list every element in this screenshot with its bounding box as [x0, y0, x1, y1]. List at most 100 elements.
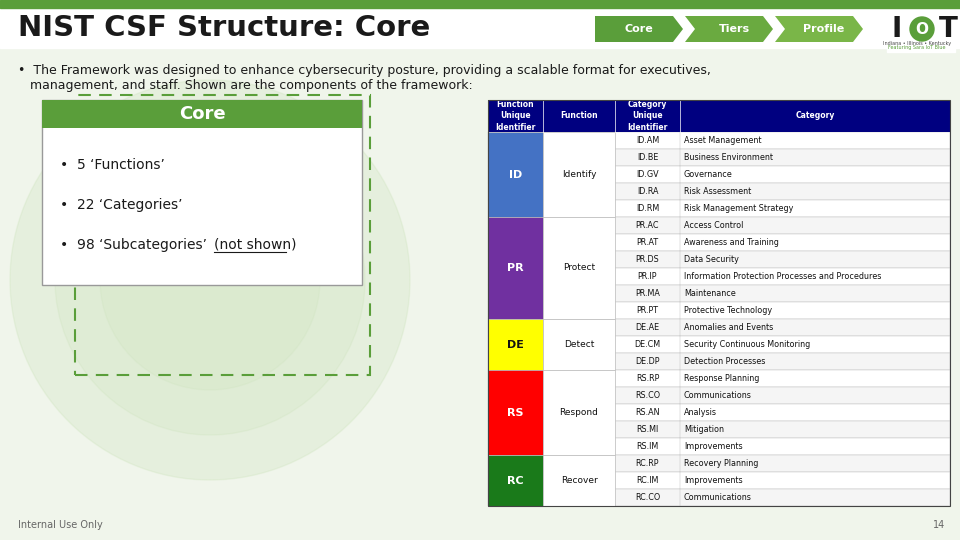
- Text: Recover: Recover: [561, 476, 597, 485]
- Bar: [488, 100, 950, 506]
- Text: RS.CO: RS.CO: [635, 391, 660, 400]
- Circle shape: [100, 170, 320, 390]
- Text: RS.AN: RS.AN: [636, 408, 660, 417]
- Text: Improvements: Improvements: [684, 442, 743, 451]
- Text: PR.MA: PR.MA: [636, 289, 660, 298]
- Bar: [488, 319, 543, 370]
- Text: Maintenance: Maintenance: [684, 289, 735, 298]
- Text: Core: Core: [179, 105, 226, 123]
- Text: Featuring Sara IoT Blue: Featuring Sara IoT Blue: [888, 45, 946, 51]
- Polygon shape: [595, 16, 683, 42]
- Bar: [488, 132, 950, 149]
- Bar: [488, 489, 950, 506]
- Bar: [488, 166, 950, 183]
- Bar: [488, 268, 950, 285]
- Text: Protect: Protect: [563, 264, 595, 273]
- Bar: [543, 132, 615, 217]
- Text: RS.IM: RS.IM: [636, 442, 659, 451]
- Bar: [488, 200, 950, 217]
- Bar: [488, 302, 950, 319]
- Bar: [488, 100, 950, 132]
- Text: Risk Management Strategy: Risk Management Strategy: [684, 204, 793, 213]
- Text: ID.AM: ID.AM: [636, 136, 660, 145]
- Text: NIST CSF Structure: Core: NIST CSF Structure: Core: [18, 14, 430, 42]
- Text: •  98 ‘Subcategories’: • 98 ‘Subcategories’: [60, 238, 211, 252]
- Bar: [543, 217, 615, 319]
- Text: ID.BE: ID.BE: [636, 153, 659, 162]
- Text: Governance: Governance: [684, 170, 732, 179]
- Text: PR.AC: PR.AC: [636, 221, 660, 230]
- Bar: [488, 319, 950, 336]
- Text: I: I: [892, 15, 902, 43]
- Text: PR.DS: PR.DS: [636, 255, 660, 264]
- Text: management, and staff. Shown are the components of the framework:: management, and staff. Shown are the com…: [30, 79, 472, 92]
- Text: RC.CO: RC.CO: [635, 493, 660, 502]
- Text: Identify: Identify: [562, 170, 596, 179]
- Polygon shape: [775, 16, 863, 42]
- Bar: [488, 285, 950, 302]
- Text: ID.GV: ID.GV: [636, 170, 659, 179]
- Text: •  22 ‘Categories’: • 22 ‘Categories’: [60, 198, 182, 212]
- Circle shape: [55, 125, 365, 435]
- Bar: [488, 251, 950, 268]
- Bar: [488, 421, 950, 438]
- Text: (not shown): (not shown): [214, 238, 297, 252]
- Text: •  5 ‘Functions’: • 5 ‘Functions’: [60, 158, 165, 172]
- Bar: [488, 336, 950, 353]
- Bar: [543, 319, 615, 370]
- Text: DE.AE: DE.AE: [636, 323, 660, 332]
- Text: Tiers: Tiers: [718, 24, 750, 34]
- Bar: [488, 149, 950, 166]
- Text: Category: Category: [795, 111, 834, 120]
- Text: RS.RP: RS.RP: [636, 374, 660, 383]
- Circle shape: [10, 80, 410, 480]
- Bar: [887, 8, 955, 52]
- Bar: [0, 8, 960, 48]
- Text: Information Protection Processes and Procedures: Information Protection Processes and Pro…: [684, 272, 881, 281]
- Bar: [488, 217, 950, 234]
- Text: •  The Framework was designed to enhance cybersecurity posture, providing a scal: • The Framework was designed to enhance …: [18, 64, 710, 77]
- Text: Detect: Detect: [564, 340, 594, 349]
- Bar: [488, 404, 950, 421]
- Text: Recovery Planning: Recovery Planning: [684, 459, 758, 468]
- Text: ID.RA: ID.RA: [636, 187, 659, 196]
- Bar: [488, 132, 543, 217]
- Text: Internal Use Only: Internal Use Only: [18, 520, 103, 530]
- Text: Respond: Respond: [560, 408, 598, 417]
- Text: DE: DE: [507, 340, 524, 349]
- Text: DE.CM: DE.CM: [635, 340, 660, 349]
- Text: PR.IP: PR.IP: [637, 272, 658, 281]
- Text: Profile: Profile: [804, 24, 845, 34]
- Text: Improvements: Improvements: [684, 476, 743, 485]
- Text: RS.MI: RS.MI: [636, 425, 659, 434]
- Text: O: O: [916, 22, 928, 37]
- Text: Function: Function: [561, 111, 598, 120]
- Text: Anomalies and Events: Anomalies and Events: [684, 323, 773, 332]
- Text: Security Continuous Monitoring: Security Continuous Monitoring: [684, 340, 810, 349]
- Circle shape: [910, 17, 934, 41]
- Text: Core: Core: [625, 24, 654, 34]
- Text: ID.RM: ID.RM: [636, 204, 660, 213]
- Bar: [488, 217, 543, 319]
- Text: Communications: Communications: [684, 391, 752, 400]
- Text: Analysis: Analysis: [684, 408, 717, 417]
- Bar: [488, 234, 950, 251]
- Text: ID: ID: [509, 170, 522, 179]
- Text: Response Planning: Response Planning: [684, 374, 759, 383]
- Bar: [488, 438, 950, 455]
- Bar: [488, 370, 950, 387]
- Bar: [42, 100, 362, 128]
- Text: RC.IM: RC.IM: [636, 476, 659, 485]
- Bar: [42, 100, 362, 285]
- Text: RC.RP: RC.RP: [636, 459, 660, 468]
- Bar: [488, 183, 950, 200]
- Text: Business Environment: Business Environment: [684, 153, 773, 162]
- Bar: [0, 0, 960, 8]
- Text: 14: 14: [933, 520, 945, 530]
- Bar: [543, 455, 615, 506]
- Text: PR.PT: PR.PT: [636, 306, 659, 315]
- Text: Access Control: Access Control: [684, 221, 743, 230]
- Text: T: T: [939, 15, 957, 43]
- Text: Indiana • Illinois • Kentucky: Indiana • Illinois • Kentucky: [883, 42, 951, 46]
- Text: Category
Unique
Identifier: Category Unique Identifier: [627, 100, 668, 132]
